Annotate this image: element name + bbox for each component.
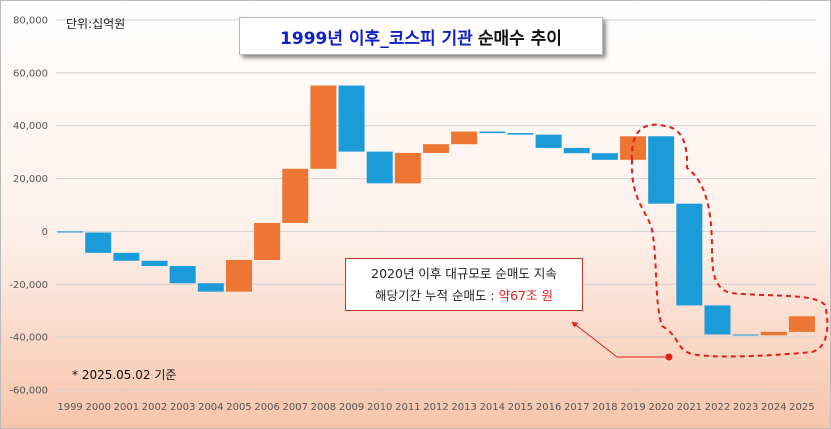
bar-2004 bbox=[197, 283, 224, 292]
x-tick-label: 2016 bbox=[536, 402, 561, 413]
chart-title: 1999년 이후_코스피 기관 순매수 추이 bbox=[239, 17, 603, 55]
bar-2008 bbox=[310, 85, 337, 169]
bar-2002 bbox=[141, 260, 168, 267]
annotation-box: 2020년 이후 대규모로 순매도 지속 해당기간 누적 순매도 : 약67조 … bbox=[345, 258, 583, 311]
annotation-line2-prefix: 해당기간 누적 순매도 : bbox=[375, 287, 499, 303]
annotation-value: 약67조 원 bbox=[498, 287, 553, 303]
bar-2007 bbox=[282, 168, 309, 223]
y-tick-label: -40,000 bbox=[9, 333, 48, 344]
x-tick-label: 2014 bbox=[480, 402, 505, 413]
title-part1: 1999년 이후_코스피 기관 bbox=[280, 28, 473, 49]
annotation-pointer-arrow bbox=[571, 321, 618, 358]
x-tick-label: 2023 bbox=[733, 402, 758, 413]
bar-2017 bbox=[563, 147, 590, 154]
bar-2003 bbox=[169, 266, 196, 284]
x-tick-label: 2002 bbox=[142, 402, 167, 413]
x-tick-label: 2003 bbox=[170, 402, 195, 413]
annotation-line2: 해당기간 누적 순매도 : 약67조 원 bbox=[375, 285, 553, 307]
y-tick-label: -60,000 bbox=[9, 386, 48, 397]
bar-1999 bbox=[57, 231, 84, 233]
x-tick-label: 2022 bbox=[705, 402, 730, 413]
y-tick-label: 60,000 bbox=[13, 68, 48, 79]
x-tick-label: 2008 bbox=[311, 402, 336, 413]
bar-2022 bbox=[704, 305, 731, 335]
x-tick-label: 2021 bbox=[677, 402, 702, 413]
y-tick-label: 0 bbox=[42, 227, 48, 238]
bar-2018 bbox=[591, 153, 618, 160]
x-axis-ticks: 1999 2000 2001 2002 2003 2004 2005 2006 2007 2008… bbox=[57, 402, 814, 413]
bar-2024 bbox=[760, 331, 787, 336]
unit-label: 단위:십억원 bbox=[66, 17, 126, 31]
x-tick-label: 2024 bbox=[761, 402, 786, 413]
y-tick-label: -20,000 bbox=[9, 280, 48, 291]
x-tick-label: 2012 bbox=[423, 402, 448, 413]
bar-2001 bbox=[113, 252, 140, 261]
waterfall-bars bbox=[57, 85, 815, 336]
x-tick-label: 2010 bbox=[367, 402, 392, 413]
x-tick-label: 2013 bbox=[451, 402, 476, 413]
annotation-dot bbox=[665, 353, 673, 361]
y-tick-label: 40,000 bbox=[13, 121, 48, 132]
x-tick-label: 2020 bbox=[648, 402, 673, 413]
y-axis-ticks: 80,000 60,000 40,000 20,000 0 -20,000 -40,000 -… bbox=[9, 16, 48, 397]
y-tick-label: 80,000 bbox=[13, 16, 48, 27]
x-tick-label: 2018 bbox=[592, 402, 617, 413]
bar-2009 bbox=[338, 85, 365, 152]
x-tick-label: 2000 bbox=[85, 402, 110, 413]
x-tick-label: 2005 bbox=[226, 402, 251, 413]
x-tick-label: 2009 bbox=[339, 402, 364, 413]
x-tick-label: 2015 bbox=[508, 402, 533, 413]
x-tick-label: 1999 bbox=[57, 402, 82, 413]
footnote: * 2025.05.02 기준 bbox=[72, 368, 177, 382]
title-part2: 순매수 추이 bbox=[477, 28, 562, 49]
x-tick-label: 2001 bbox=[114, 402, 139, 413]
bar-2025 bbox=[788, 316, 815, 332]
x-tick-label: 2004 bbox=[198, 402, 223, 413]
bar-2014 bbox=[479, 131, 506, 134]
bar-2012 bbox=[423, 144, 449, 153]
bar-2021 bbox=[676, 203, 703, 306]
y-tick-label: 20,000 bbox=[13, 174, 48, 185]
x-tick-label: 2007 bbox=[283, 402, 308, 413]
x-tick-label: 2017 bbox=[564, 402, 589, 413]
x-tick-label: 2025 bbox=[789, 402, 814, 413]
bar-2023 bbox=[732, 334, 759, 336]
bar-2015 bbox=[507, 133, 534, 135]
bar-2020 bbox=[648, 136, 675, 204]
bar-2005 bbox=[225, 259, 252, 292]
bar-2016 bbox=[535, 134, 562, 148]
x-tick-label: 2006 bbox=[254, 402, 279, 413]
x-tick-label: 2011 bbox=[395, 402, 420, 413]
highlight-dashed-outline bbox=[630, 123, 829, 358]
bar-2011 bbox=[394, 152, 421, 184]
annotation-line1: 2020년 이후 대규모로 순매도 지속 bbox=[371, 265, 557, 281]
bar-2006 bbox=[254, 222, 281, 260]
bar-2013 bbox=[451, 131, 478, 145]
bar-2000 bbox=[85, 232, 112, 253]
bar-2010 bbox=[366, 151, 393, 184]
x-tick-label: 2019 bbox=[620, 402, 645, 413]
